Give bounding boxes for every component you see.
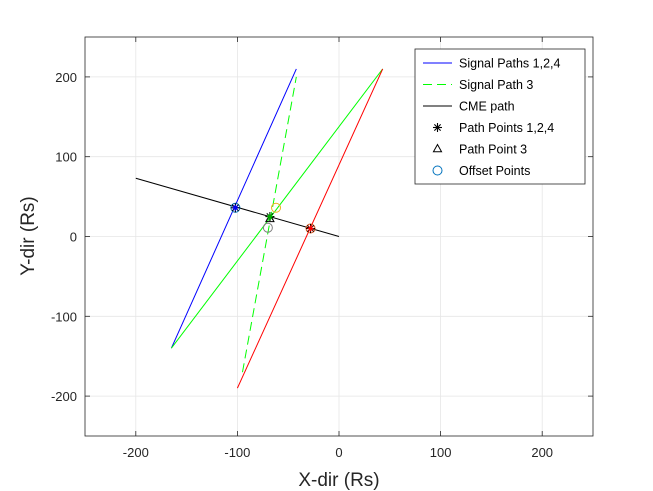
x-axis-label: X-dir (Rs) (298, 470, 379, 491)
legend-entry: Path Points 1,2,4 (433, 121, 554, 135)
x-tick-label: 200 (531, 445, 553, 460)
y-tick-label: 100 (55, 150, 77, 165)
legend: Signal Paths 1,2,4 Signal Path 3 CME path P… (414, 48, 586, 185)
legend-box (414, 48, 586, 185)
legend-triangle-swatch (432, 143, 443, 153)
x-tick-label: -100 (224, 445, 250, 460)
x-tick-label: 100 (430, 445, 452, 460)
series-line (170, 68, 384, 349)
axis-ticks: -200 -100 0 100 200 -200 -100 0 100 200 (51, 37, 593, 460)
legend-entry: Signal Path 3 (423, 78, 533, 92)
y-axis-label: Y-dir (Rs) (18, 196, 39, 276)
offset-point-marker (271, 202, 282, 213)
legend-entry: CME path (423, 100, 515, 114)
path-point-marker (433, 123, 442, 132)
legend-label: Signal Path 3 (459, 78, 533, 92)
y-tick-label: 0 (70, 230, 77, 245)
legend-label: Signal Paths 1,2,4 (459, 57, 561, 71)
legend-entry: Signal Paths 1,2,4 (423, 57, 561, 71)
x-tick-label: 0 (335, 445, 342, 460)
legend-circle-swatch (432, 165, 443, 176)
legend-label: CME path (459, 100, 515, 114)
y-tick-label: -100 (51, 309, 77, 324)
path-point-marker (232, 204, 239, 211)
legend-label: Path Point 3 (459, 143, 527, 157)
legend-entry: Offset Points (432, 164, 530, 178)
x-tick-label: -200 (123, 445, 149, 460)
data-points (230, 202, 316, 234)
series-line (241, 76, 297, 373)
legend-label: Offset Points (459, 164, 530, 178)
y-tick-label: 200 (55, 70, 77, 85)
legend-entry: Path Point 3 (432, 143, 527, 157)
path-point-marker (266, 213, 273, 220)
legend-label: Path Points 1,2,4 (459, 121, 554, 135)
y-tick-label: -200 (51, 389, 77, 404)
path-point-marker (307, 225, 314, 232)
offset-point-marker (262, 222, 273, 233)
